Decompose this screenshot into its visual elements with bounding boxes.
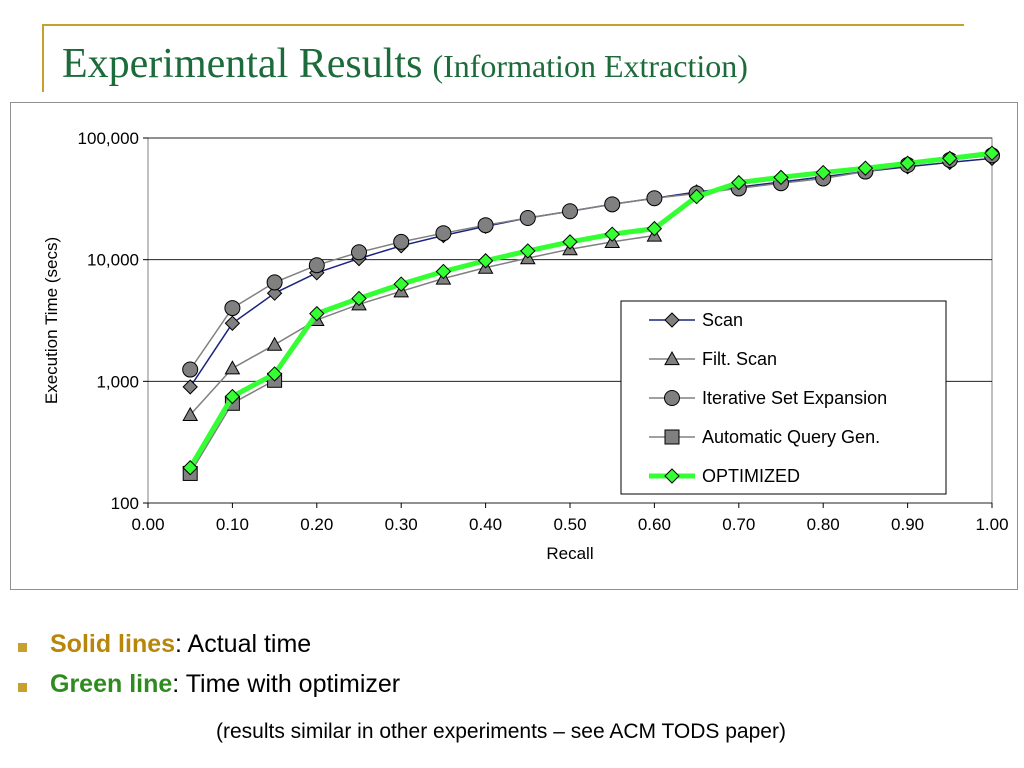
data-point-optimized bbox=[984, 145, 1000, 161]
data-point-scan bbox=[224, 315, 241, 331]
bullet-marker bbox=[18, 683, 27, 692]
bullet-text: : Time with optimizer bbox=[172, 670, 401, 698]
data-point-scan bbox=[266, 285, 283, 301]
legend-label: Iterative Set Expansion bbox=[702, 388, 887, 408]
slide-title: Experimental Results (Information Extrac… bbox=[62, 40, 748, 88]
series-line-optimized bbox=[188, 150, 993, 469]
data-point-optimized bbox=[351, 290, 367, 307]
data-point-iterative-set-expansion bbox=[604, 196, 621, 213]
legend-marker-optimized bbox=[664, 468, 680, 484]
x-tick-label: 0.50 bbox=[553, 515, 586, 534]
data-point-optimized bbox=[562, 234, 578, 250]
x-tick-label: 0.40 bbox=[469, 515, 502, 534]
x-tick-label: 0.80 bbox=[807, 515, 840, 534]
data-point-optimized bbox=[688, 188, 705, 205]
data-point-optimized bbox=[309, 305, 325, 322]
y-tick-label: 10,000 bbox=[87, 251, 139, 270]
legend-label: Filt. Scan bbox=[702, 349, 777, 369]
x-tick-label: 0.10 bbox=[216, 515, 249, 534]
data-point-iterative-set-expansion bbox=[477, 217, 494, 234]
x-tick-label: 0.20 bbox=[300, 515, 333, 534]
legend-marker-automatic-query-gen bbox=[664, 429, 680, 445]
data-point-iterative-set-expansion bbox=[519, 210, 536, 227]
line-chart: 100 1,000 10,000 100,000 0.00 0.10 0.20 0.30 0.4… bbox=[42, 129, 1009, 563]
y-tick-label: 100 bbox=[111, 494, 139, 513]
slide-title-main: Experimental Results bbox=[62, 41, 423, 87]
legend-marker-scan bbox=[664, 312, 680, 328]
y-axis-label: Execution Time (secs) bbox=[42, 237, 61, 404]
data-point-scan bbox=[182, 379, 198, 395]
series-line-filt-scan bbox=[189, 234, 655, 416]
data-point-iterative-set-expansion bbox=[266, 274, 283, 291]
x-tick-label: 0.70 bbox=[722, 515, 755, 534]
legend-label: Scan bbox=[702, 310, 743, 330]
data-point-optimized bbox=[520, 243, 536, 259]
data-point-iterative-set-expansion bbox=[224, 300, 241, 317]
accent-line-horizontal bbox=[42, 24, 964, 26]
data-point-optimized bbox=[224, 388, 241, 405]
slide-title-sub: (Information Extraction) bbox=[432, 48, 748, 84]
data-point-filt-scan bbox=[266, 336, 283, 351]
x-tick-label: 0.90 bbox=[891, 515, 924, 534]
footnote: (results similar in other experiments – … bbox=[216, 720, 786, 743]
data-point-optimized bbox=[477, 253, 494, 269]
data-point-optimized bbox=[815, 164, 831, 181]
data-point-iterative-set-expansion bbox=[646, 190, 663, 207]
data-point-optimized bbox=[435, 263, 452, 280]
y-tick-label: 100,000 bbox=[78, 129, 139, 148]
data-point-optimized bbox=[182, 460, 198, 476]
data-point-filt-scan bbox=[182, 406, 199, 421]
data-point-optimized bbox=[773, 169, 789, 186]
data-point-optimized bbox=[266, 366, 283, 382]
bullet-emphasis: Solid lines bbox=[50, 630, 176, 658]
x-axis-label: Recall bbox=[546, 544, 593, 563]
chart-frame: 100 1,000 10,000 100,000 0.00 0.10 0.20 0.30 0.4… bbox=[10, 102, 1018, 590]
data-point-iterative-set-expansion bbox=[308, 257, 325, 274]
data-point-optimized bbox=[604, 226, 620, 242]
data-point-iterative-set-expansion bbox=[393, 233, 410, 250]
bullet-emphasis: Green line bbox=[50, 670, 173, 698]
legend-label: OPTIMIZED bbox=[702, 466, 800, 486]
bullet-marker bbox=[18, 643, 27, 652]
data-point-optimized bbox=[899, 155, 916, 171]
data-point-optimized bbox=[646, 220, 663, 237]
data-point-iterative-set-expansion bbox=[435, 225, 452, 242]
x-tick-label: 0.60 bbox=[638, 515, 671, 534]
y-tick-label: 1,000 bbox=[96, 372, 139, 391]
data-point-optimized bbox=[857, 160, 874, 176]
x-tick-label: 1.00 bbox=[975, 515, 1008, 534]
legend-label: Automatic Query Gen. bbox=[702, 427, 880, 447]
x-tick-label: 0.30 bbox=[385, 515, 418, 534]
data-point-optimized bbox=[731, 174, 747, 191]
legend-marker-filt-scan bbox=[664, 350, 680, 366]
data-point-iterative-set-expansion bbox=[562, 203, 578, 220]
data-point-iterative-set-expansion bbox=[351, 244, 367, 261]
bullet-text: : Actual time bbox=[175, 630, 312, 658]
accent-line-vertical bbox=[42, 24, 44, 92]
data-point-optimized bbox=[393, 276, 409, 292]
data-point-filt-scan bbox=[224, 360, 241, 375]
legend-marker-iterative-set-expansion bbox=[664, 390, 680, 406]
data-point-iterative-set-expansion bbox=[182, 361, 199, 378]
x-tick-label: 0.00 bbox=[131, 515, 164, 534]
data-point-optimized bbox=[942, 150, 958, 167]
